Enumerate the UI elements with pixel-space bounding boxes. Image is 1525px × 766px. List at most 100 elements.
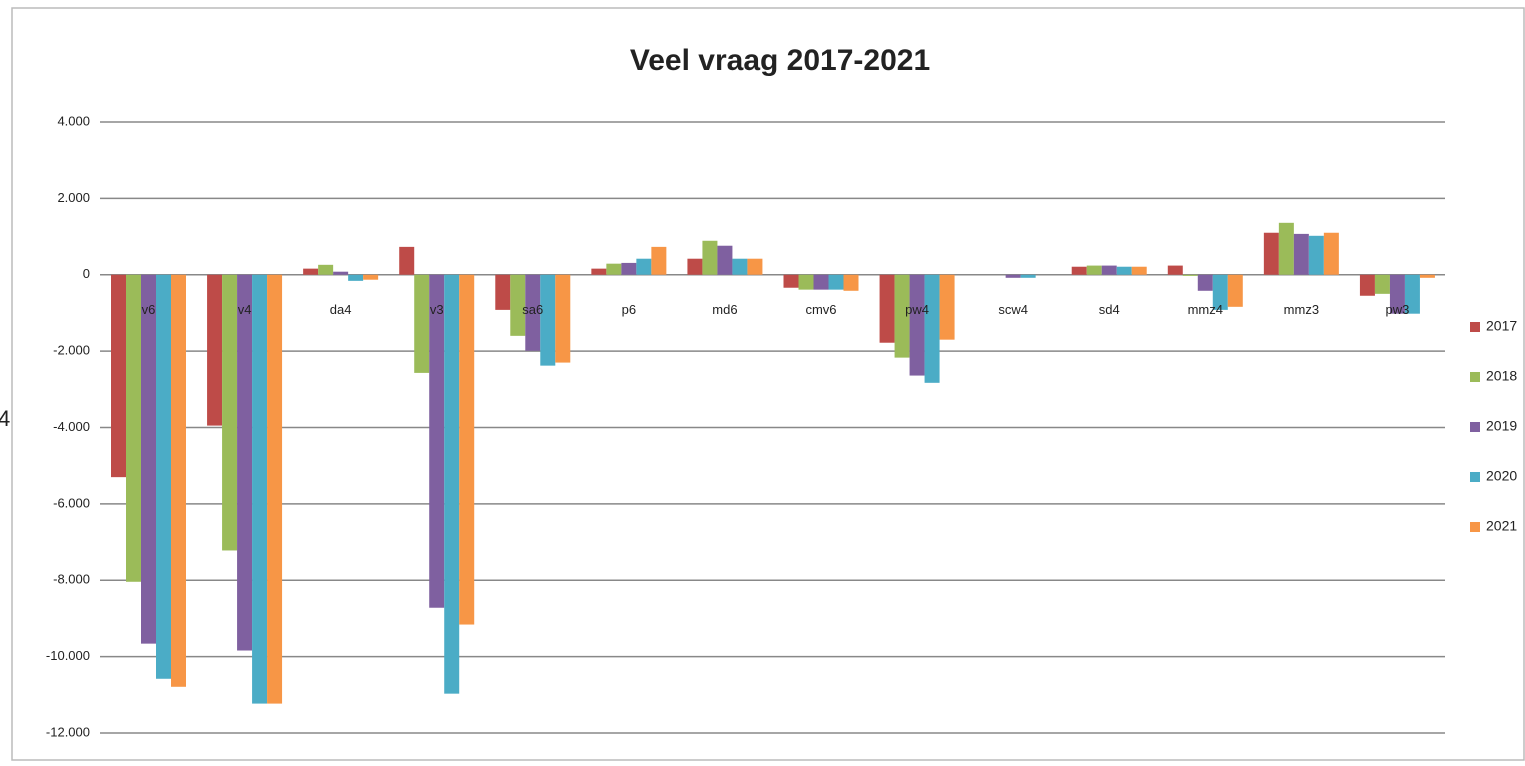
bar [363,274,379,280]
bar [399,246,415,275]
bar [606,263,622,275]
bar [939,274,955,340]
bar [429,274,445,608]
x-tick-label: v4 [238,302,252,317]
y-tick-label: -12.000 [46,724,90,739]
x-tick-label: mmz4 [1188,302,1223,317]
bar [348,274,364,281]
legend-swatch [1470,422,1480,432]
bar [459,274,475,625]
x-tick-label: cmv6 [805,302,836,317]
bar [879,274,895,343]
x-tick-label: pw4 [905,302,929,317]
bar [525,274,541,351]
x-tick-label: md6 [712,302,737,317]
bar [1101,265,1117,275]
bar [747,258,763,275]
bar [1131,266,1147,275]
bar [414,274,430,373]
x-tick-label: pw3 [1385,302,1409,317]
bar [1116,266,1132,275]
bar [894,274,910,358]
x-tick-label: scw4 [998,302,1028,317]
x-tick-label: v3 [430,302,444,317]
bar [591,268,607,275]
bar [717,245,733,275]
annotation: 4 [0,406,10,431]
legend-swatch [1470,472,1480,482]
legend-label: 2021 [1486,518,1517,534]
bar [1005,274,1021,278]
bar [732,258,748,275]
bar [1071,266,1087,275]
bar [303,268,319,275]
bar [1086,265,1102,275]
bar [1374,274,1390,294]
bar [141,274,156,644]
y-tick-label: -6.000 [53,495,90,510]
y-tick-label: 4.000 [57,113,90,128]
bar [813,274,829,290]
x-tick-label: sd4 [1099,302,1120,317]
bar [111,274,126,478]
bar [1404,274,1420,314]
legend-label: 2019 [1486,418,1517,434]
bar [702,240,718,275]
bar [1263,232,1279,275]
bar [1323,232,1339,275]
y-tick-label: 2.000 [57,190,90,205]
bar [798,274,814,290]
bar [510,274,526,336]
legend-label: 2017 [1486,318,1517,334]
bar [1419,274,1435,278]
bar [318,264,334,275]
y-tick-label: -2.000 [53,343,90,358]
bar [1389,274,1405,314]
bar [924,274,940,383]
bar [1167,265,1183,275]
bar [687,258,703,275]
bar [555,274,571,363]
bar [267,274,283,704]
y-tick-label: -8.000 [53,572,90,587]
bar [1212,274,1228,310]
y-tick-label: -10.000 [46,648,90,663]
x-tick-label: sa6 [522,302,543,317]
bar [1197,274,1213,291]
legend-swatch [1470,522,1480,532]
bar [651,246,667,275]
bar [333,271,349,275]
bar [171,274,186,687]
bar [207,274,223,426]
chart-title: Veel vraag 2017-2021 [630,44,930,77]
bar [1278,222,1294,275]
x-tick-label: p6 [622,302,636,317]
bar [1359,274,1375,296]
bar [828,274,844,290]
x-tick-label: da4 [330,302,352,317]
bar [237,274,253,651]
bar [495,274,511,310]
bar [1308,235,1324,275]
bar [444,274,460,694]
x-tick-label: mmz3 [1284,302,1319,317]
bar [843,274,859,291]
x-tick-label: v6 [142,302,156,317]
y-tick-label: -4.000 [53,419,90,434]
legend-swatch [1470,322,1480,332]
legend-label: 2018 [1486,368,1517,384]
bar [540,274,556,366]
y-tick-label: 0 [83,266,90,281]
bar [909,274,925,376]
bar [222,274,238,551]
legend-swatch [1470,372,1480,382]
bar [126,274,141,582]
bar [156,274,171,679]
bar [636,258,652,275]
bar [1020,274,1036,278]
bar [252,274,268,704]
bar [1227,274,1243,307]
bar [1182,274,1198,276]
bar [621,262,637,275]
